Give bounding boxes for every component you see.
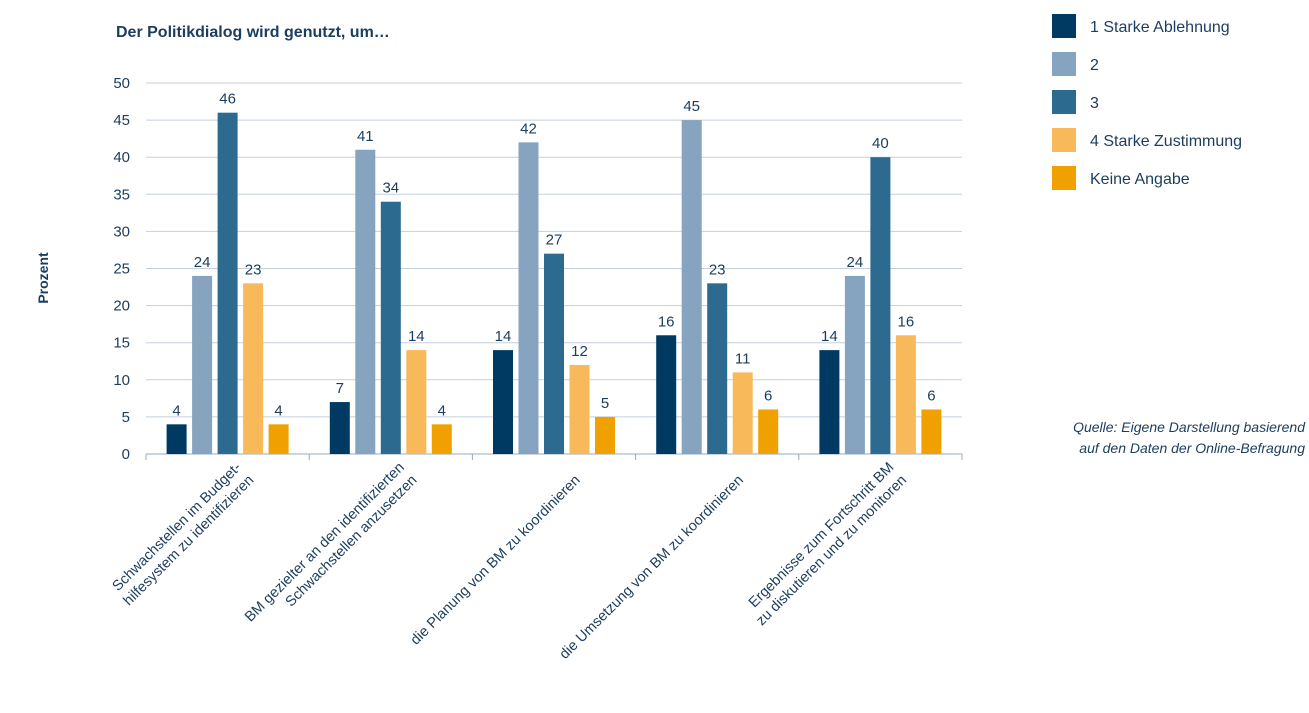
bar [732, 372, 753, 454]
source-note: Quelle: Eigene Darstellung basierend auf … [1073, 419, 1306, 456]
legend-swatch [1052, 166, 1076, 190]
bar [819, 350, 840, 454]
bar [656, 335, 677, 454]
bar-value-label: 42 [520, 120, 537, 137]
y-tick-label: 10 [113, 372, 130, 389]
x-tick-label: BM gezielter an den identifiziertenSchwa… [242, 460, 421, 626]
bar-value-label: 4 [172, 402, 180, 419]
bar-value-label: 24 [847, 254, 864, 271]
legend-swatch [1052, 90, 1076, 114]
y-tick-label: 20 [113, 298, 130, 315]
bar-value-label: 45 [683, 98, 700, 115]
legend-label: 3 [1090, 95, 1099, 112]
bar [921, 409, 942, 454]
legend-swatch [1052, 52, 1076, 76]
bar [268, 424, 289, 454]
bar [243, 283, 264, 454]
x-tick-label-line: Schwachstellen anzusetzen [283, 472, 421, 610]
bar [406, 350, 427, 454]
bar-value-label: 11 [735, 350, 751, 367]
bar [681, 120, 702, 454]
bar [758, 409, 779, 454]
bar-value-label: 16 [658, 313, 675, 330]
y-tick-label: 45 [113, 112, 130, 129]
legend: 1 Starke Ablehnung 2 3 4 Starke Zustimmung K… [1052, 14, 1242, 190]
x-tick-label-line: die Planung von BM zu koordinieren [408, 472, 584, 648]
bar-value-label: 14 [495, 328, 512, 345]
source-note-line: Quelle: Eigene Darstellung basierend [1073, 419, 1306, 435]
bar [595, 416, 615, 454]
y-tick-label: 40 [113, 149, 130, 166]
y-tick-label: 50 [113, 75, 130, 92]
y-axis-ticks: 0 5 10 15 20 25 30 35 40 45 50 [113, 75, 130, 463]
y-tick-label: 0 [122, 446, 130, 463]
bar-value-label: 16 [898, 313, 915, 330]
bar-value-label: 6 [764, 387, 772, 404]
bar-value-label: 40 [872, 135, 889, 152]
bar-value-label: 24 [194, 254, 211, 271]
bar-value-label: 12 [571, 343, 588, 360]
x-tick-label-line: die Umsetzung von BM zu koordinieren [557, 472, 747, 662]
x-tick-label-line: Schwachstellen im Budget- [110, 460, 245, 595]
bar-value-label: 46 [219, 91, 236, 108]
x-tick-label-line: hilfesystem zu identifizieren [121, 472, 258, 609]
bar-value-label: 34 [382, 180, 399, 197]
bar [493, 350, 513, 454]
bar [518, 142, 539, 455]
x-axis-ticks: Schwachstellen im Budget-hilfesystem zu … [110, 460, 911, 663]
bar [355, 149, 376, 454]
bar-value-label: 14 [821, 328, 838, 345]
x-tick-label-line: zu diskutieren und zu monitoren [753, 472, 910, 629]
legend-label: 4 Starke Zustimmung [1090, 133, 1242, 150]
bar [192, 275, 213, 454]
y-tick-label: 5 [122, 409, 130, 426]
bar-value-label: 5 [601, 395, 609, 412]
bar [380, 201, 401, 454]
y-tick-label: 35 [113, 186, 130, 203]
legend-swatch [1052, 128, 1076, 152]
legend-label: Keine Angabe [1090, 171, 1190, 188]
bar-value-label: 41 [357, 128, 374, 145]
bar-value-label: 4 [438, 402, 446, 419]
bar-value-label: 14 [408, 328, 425, 345]
x-tick-label: die Umsetzung von BM zu koordinieren [557, 472, 747, 662]
bar [217, 112, 238, 455]
y-tick-label: 15 [113, 335, 130, 352]
bar-value-label: 6 [927, 387, 935, 404]
source-note-line: auf den Daten der Online-Befragung [1079, 440, 1305, 456]
legend-label: 1 Starke Ablehnung [1090, 19, 1230, 36]
y-tick-label: 30 [113, 223, 130, 240]
bar-value-label: 7 [336, 380, 344, 397]
bar [329, 402, 350, 454]
x-tick-label-line: Ergebnisse zum Fortschritt BM [746, 460, 897, 611]
bar [544, 253, 564, 454]
x-tick-label: die Planung von BM zu koordinieren [408, 472, 584, 648]
x-tick-label-line: BM gezielter an den identifizierten [242, 460, 408, 626]
legend-label: 2 [1090, 57, 1099, 74]
x-tick-label: Schwachstellen im Budget-hilfesystem zu … [110, 460, 258, 610]
bar [870, 157, 891, 454]
bars [166, 112, 942, 455]
bar [166, 424, 187, 454]
bar [844, 275, 865, 454]
y-axis-label: Prozent [35, 252, 51, 304]
bar [895, 335, 916, 454]
bar-value-label: 23 [245, 261, 262, 278]
bar-value-label: 4 [274, 402, 282, 419]
chart-title: Der Politikdialog wird genutzt, um… [116, 24, 390, 41]
bar [431, 424, 452, 454]
bar [569, 364, 590, 454]
bar [707, 283, 728, 454]
bar-value-label: 27 [546, 232, 563, 249]
legend-swatch [1052, 14, 1076, 38]
value-labels: 4 24 46 23 4 7 41 34 14 4 14 42 27 12 5 16 45 23 11 6 14 24 40… [172, 91, 935, 420]
bar-value-label: 23 [709, 261, 726, 278]
y-tick-label: 25 [113, 261, 130, 278]
